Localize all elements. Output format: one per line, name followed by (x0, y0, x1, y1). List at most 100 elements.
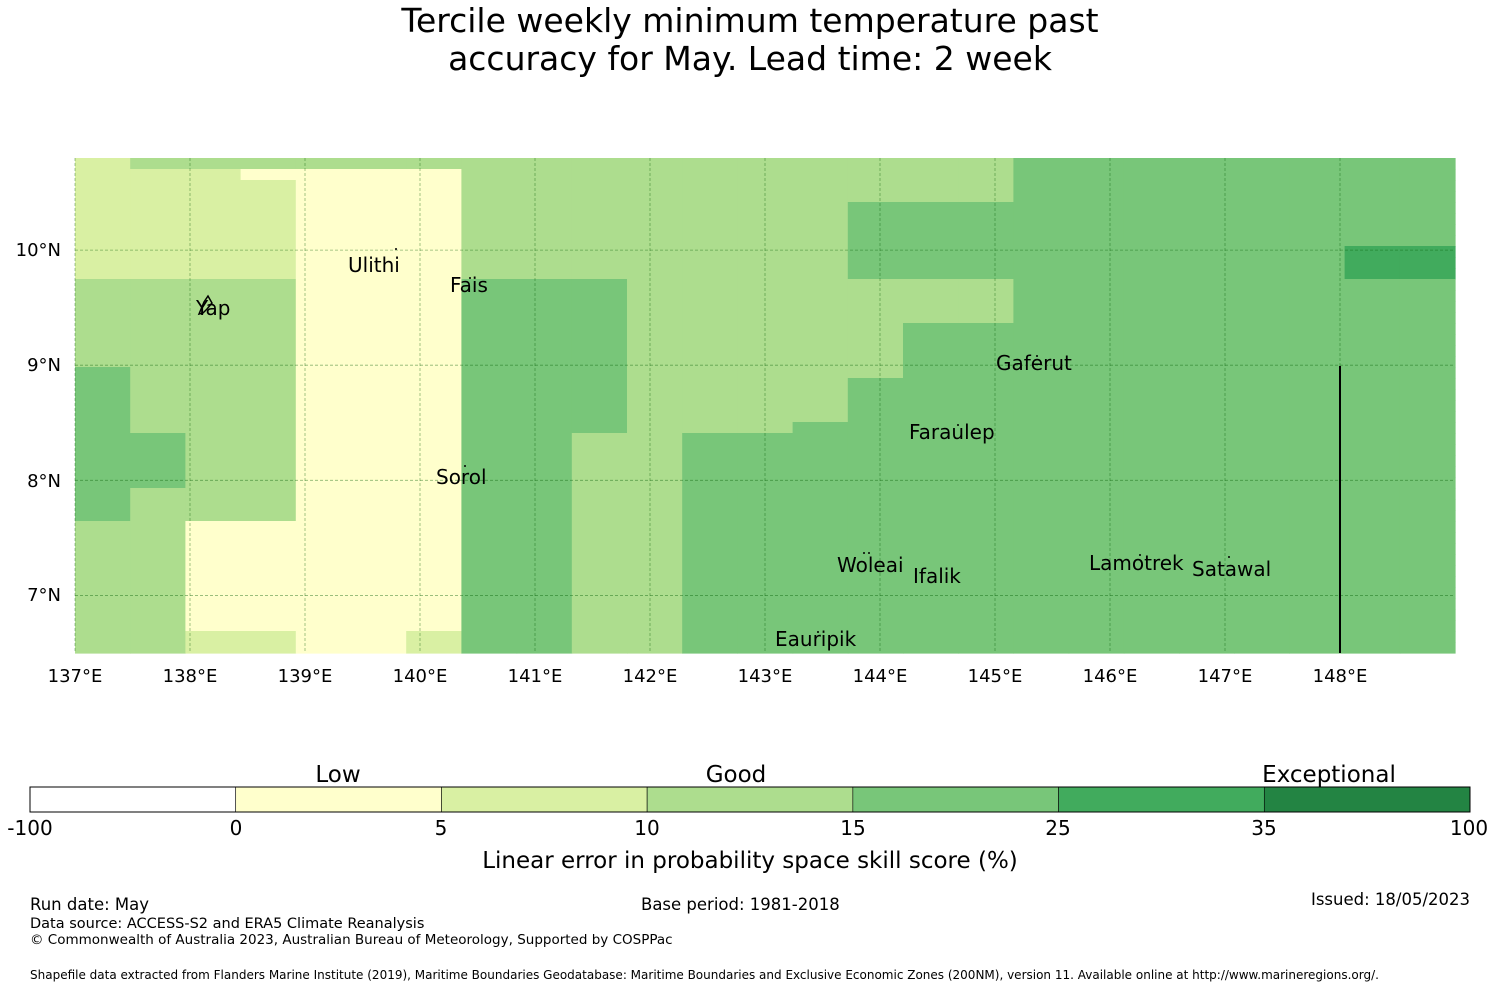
skill-cell (406, 301, 462, 313)
skill-cell (130, 323, 186, 335)
skill-cell (1179, 158, 1235, 170)
skill-cell (406, 257, 462, 269)
skill-cell (682, 510, 738, 522)
skill-cell (240, 356, 297, 368)
skill-cell (516, 598, 573, 610)
skill-cell (1234, 532, 1290, 544)
skill-cell (75, 411, 131, 423)
skill-cell (351, 609, 407, 621)
skill-cell (958, 565, 1014, 577)
skill-cell (792, 378, 849, 390)
y-tick-label: 9°N (27, 355, 61, 376)
skill-cell (847, 246, 904, 258)
skill-cell (75, 279, 131, 291)
skill-cell (571, 268, 628, 280)
skill-cell (185, 169, 242, 181)
skill-cell (1068, 345, 1125, 357)
skill-cell (516, 202, 573, 214)
skill-cell (627, 323, 683, 335)
skill-cell (1234, 191, 1290, 203)
skill-cell (1234, 554, 1290, 566)
skill-cell (351, 499, 407, 511)
skill-cell (461, 455, 518, 467)
skill-grid (75, 158, 1456, 654)
skill-cell (1068, 587, 1125, 599)
skill-cell (185, 433, 242, 445)
skill-cell (903, 598, 959, 610)
skill-cell (903, 356, 959, 368)
skill-cell (461, 587, 518, 599)
skill-cell (130, 213, 186, 225)
skill-cell (406, 180, 462, 192)
y-tick-label: 8°N (27, 471, 61, 492)
skill-cell (406, 598, 462, 610)
skill-cell (847, 389, 904, 401)
skill-cell (682, 477, 738, 489)
island-label-ifalik: Ifalik (913, 564, 961, 588)
skill-cell (1234, 312, 1290, 324)
skill-cell (295, 620, 352, 632)
skill-cell (1234, 334, 1290, 346)
data-source: Data source: ACCESS-S2 and ERA5 Climate … (30, 916, 425, 932)
skill-cell (1289, 224, 1346, 236)
skill-cell (682, 422, 738, 434)
skill-cell (847, 235, 904, 247)
skill-cell (516, 334, 573, 346)
skill-cell (682, 235, 738, 247)
skill-cell (903, 642, 959, 654)
skill-cell (1344, 356, 1401, 368)
skill-cell (737, 609, 794, 621)
title-line-1: Tercile weekly minimum temperature past (401, 1, 1099, 40)
skill-cell (1179, 510, 1235, 522)
skill-cell (903, 631, 959, 643)
skill-cell (75, 554, 131, 566)
skill-cell (1399, 631, 1456, 643)
skill-cell (351, 345, 407, 357)
skill-cell (461, 312, 518, 324)
skill-cell (516, 191, 573, 203)
skill-cell (1399, 378, 1456, 390)
skill-cell (75, 466, 131, 478)
ulithi-marker (395, 248, 397, 250)
skill-cell (185, 631, 242, 643)
skill-cell (185, 279, 242, 291)
skill-cell (185, 510, 242, 522)
skill-cell (240, 389, 297, 401)
skill-cell (847, 554, 904, 566)
skill-cell (737, 477, 794, 489)
skill-cell (1344, 191, 1401, 203)
skill-cell (1068, 235, 1125, 247)
skill-cell (185, 312, 242, 324)
skill-cell (627, 554, 683, 566)
skill-cell (516, 400, 573, 412)
skill-cell (792, 631, 849, 643)
x-tick-label: 143°E (738, 666, 793, 687)
skill-cell (406, 158, 462, 170)
skill-cell (461, 565, 518, 577)
skill-cell (75, 576, 131, 588)
skill-cell (351, 169, 407, 181)
skill-cell (737, 455, 794, 467)
skill-cell (516, 521, 573, 533)
skill-cell (516, 378, 573, 390)
skill-cell (240, 455, 297, 467)
skill-cell (516, 224, 573, 236)
skill-cell (571, 213, 628, 225)
skill-cell (185, 213, 242, 225)
skill-cell (903, 158, 959, 170)
skill-cell (1399, 411, 1456, 423)
skill-cell (571, 433, 628, 445)
skill-cell (847, 158, 904, 170)
skill-cell (1289, 301, 1346, 313)
skill-cell (627, 631, 683, 643)
skill-cell (682, 312, 738, 324)
skill-cell (1068, 576, 1125, 588)
skill-cell (406, 631, 462, 643)
skill-cell (958, 224, 1014, 236)
skill-cell (682, 323, 738, 335)
skill-cell (240, 213, 297, 225)
skill-cell (351, 356, 407, 368)
skill-cell (130, 444, 186, 456)
skill-cell (1399, 268, 1456, 280)
